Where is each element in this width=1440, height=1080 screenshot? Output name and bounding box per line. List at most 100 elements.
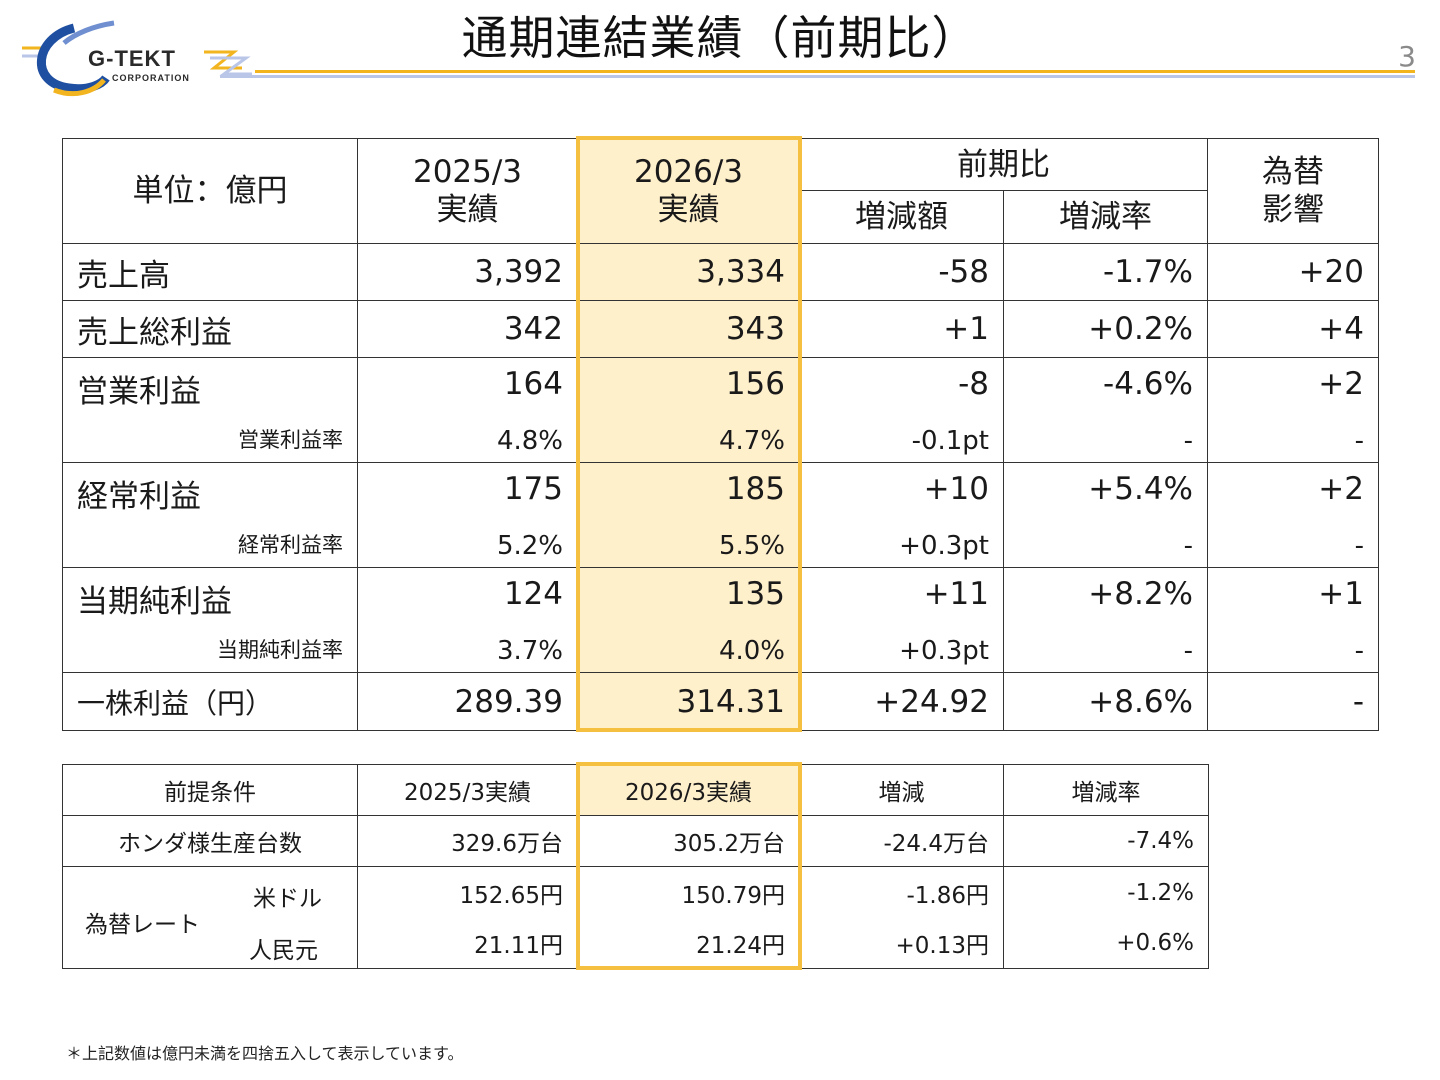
header-change-amount: 増減額: [799, 190, 1004, 244]
cell-prev: 164: [503, 366, 563, 402]
table-row: 当期純利益 当期純利益率 124 3.7% 135 4.0% +11 +0.3p…: [62, 567, 1379, 673]
cell-sub-curr: 5.5%: [718, 531, 785, 561]
cell-sub-change: -0.1pt: [911, 426, 989, 456]
cell-sub-fx: -: [1354, 636, 1364, 666]
cell-rate: +5.4%: [1088, 471, 1193, 507]
fx-rate-label: 為替レート: [85, 912, 200, 938]
table-row: 為替レート 米ドル 人民元 152.65円 21.11円 150.79円 21.…: [62, 866, 1209, 969]
results-table: 単位：億円 2025/3 実績 2026/3 実績 前期比 為替 影響 増減額 …: [62, 138, 1379, 731]
cell-sub-prev: 3.7%: [496, 636, 563, 666]
table-row: 営業利益 営業利益率 164 4.8% 156 4.7% -8 -0.1pt -…: [62, 357, 1379, 463]
conditions-table: 前提条件 2025/3実績 2026/3実績 増減 増減率 ホンダ様生産台数 3…: [62, 764, 1209, 969]
cond-header-change: 増減: [799, 764, 1004, 816]
cell-rate: -4.6%: [1103, 366, 1193, 402]
table-row: 経常利益 経常利益率 175 5.2% 185 5.5% +10 +0.3pt …: [62, 462, 1379, 568]
cell-change: +10: [923, 471, 989, 507]
table-row: ホンダ様生産台数 329.6万台 305.2万台 -24.4万台 -7.4%: [62, 815, 1209, 867]
logo-text: G-TEKT: [88, 46, 176, 71]
cell-fx: -: [1207, 672, 1379, 731]
header-fx-impact: 為替 影響: [1207, 138, 1379, 244]
cell-sub-fx: -: [1354, 426, 1364, 456]
cond-header-label: 前提条件: [62, 764, 358, 816]
cell-curr: 185: [725, 471, 785, 507]
cell-change: -8: [958, 366, 989, 402]
usd-curr: 150.79円: [681, 882, 785, 909]
cell-prev: 3,392: [357, 243, 578, 301]
cell-fx: +2: [1318, 471, 1364, 507]
cell-change: +11: [923, 576, 989, 612]
cell-sub-rate: -: [1183, 636, 1193, 666]
footnote: ＊上記数値は億円未満を四捨五入して表示しています。: [66, 1044, 464, 1063]
row-sublabel: 当期純利益率: [217, 638, 343, 662]
cell-sub-fx: -: [1354, 531, 1364, 561]
cell-curr: 3,334: [577, 243, 800, 301]
cell-curr: 314.31: [577, 672, 800, 731]
cell-sub-change: +0.3pt: [899, 636, 989, 666]
cell-curr: 343: [577, 300, 800, 358]
cond-header-rate: 増減率: [1003, 764, 1209, 816]
cond-header-curr: 2026/3実績: [577, 764, 800, 816]
unit-label: 単位：億円: [62, 138, 358, 244]
cond-header-prev: 2025/3実績: [357, 764, 578, 816]
cny-label: 人民元: [249, 938, 318, 964]
cell-rate: -1.7%: [1003, 243, 1208, 301]
company-logo: G-TEKT CORPORATION: [14, 18, 264, 108]
cny-change: +0.13円: [895, 932, 989, 959]
cell-curr: 156: [725, 366, 785, 402]
cell-sub-rate: -: [1183, 531, 1193, 561]
cell-fx: +1: [1318, 576, 1364, 612]
honda-production-label: ホンダ様生産台数: [62, 815, 358, 867]
cell-fx: +4: [1207, 300, 1379, 358]
header-yoy: 前期比: [799, 138, 1208, 191]
title-underline-yellow: [255, 70, 1415, 73]
honda-prev: 329.6万台: [357, 815, 578, 867]
table-row: 一株利益（円） 289.39 314.31 +24.92 +8.6% -: [62, 672, 1379, 731]
header-change-rate: 増減率: [1003, 190, 1208, 244]
table-row: 売上総利益 342 343 +1 +0.2% +4: [62, 300, 1379, 358]
usd-rate: -1.2%: [1127, 879, 1194, 906]
cell-sub-rate: -: [1183, 426, 1193, 456]
cny-rate: +0.6%: [1116, 929, 1194, 956]
usd-prev: 152.65円: [459, 882, 563, 909]
cell-rate: +8.2%: [1088, 576, 1193, 612]
row-sublabel: 営業利益率: [238, 428, 343, 452]
cell-sub-prev: 5.2%: [496, 531, 563, 561]
honda-rate: -7.4%: [1003, 815, 1209, 867]
usd-label: 米ドル: [253, 886, 322, 912]
cell-curr: 135: [725, 576, 785, 612]
page-title: 通期連結業績（前期比）: [461, 11, 979, 65]
cny-curr: 21.24円: [696, 932, 785, 959]
honda-change: -24.4万台: [799, 815, 1004, 867]
honda-curr: 305.2万台: [577, 815, 800, 867]
row-label: 当期純利益: [77, 584, 232, 620]
cell-fx: +2: [1318, 366, 1364, 402]
row-label: 売上高: [62, 243, 358, 301]
logo-subtext: CORPORATION: [112, 73, 190, 83]
cell-sub-curr: 4.7%: [718, 426, 785, 456]
header-2025-actual: 2025/3 実績: [357, 138, 578, 244]
cell-prev: 175: [503, 471, 563, 507]
row-label: 売上総利益: [62, 300, 358, 358]
cell-sub-prev: 4.8%: [496, 426, 563, 456]
cell-change: +24.92: [799, 672, 1004, 731]
cell-rate: +8.6%: [1003, 672, 1208, 731]
row-sublabel: 経常利益率: [238, 533, 343, 557]
row-label: 営業利益: [77, 374, 201, 410]
cell-prev: 342: [357, 300, 578, 358]
row-label: 経常利益: [77, 479, 201, 515]
cell-sub-curr: 4.0%: [718, 636, 785, 666]
cell-change: +1: [799, 300, 1004, 358]
cell-sub-change: +0.3pt: [899, 531, 989, 561]
cny-prev: 21.11円: [474, 932, 563, 959]
cell-prev: 289.39: [357, 672, 578, 731]
cell-fx: +20: [1207, 243, 1379, 301]
title-underline-blue: [220, 75, 1415, 78]
row-label: 一株利益（円）: [62, 672, 358, 731]
cell-rate: +0.2%: [1003, 300, 1208, 358]
page-number: 3: [1398, 40, 1416, 73]
header-2026-actual: 2026/3 実績: [577, 138, 800, 244]
cell-prev: 124: [503, 576, 563, 612]
table-row: 売上高 3,392 3,334 -58 -1.7% +20: [62, 243, 1379, 301]
cell-change: -58: [799, 243, 1004, 301]
usd-change: -1.86円: [906, 882, 989, 909]
